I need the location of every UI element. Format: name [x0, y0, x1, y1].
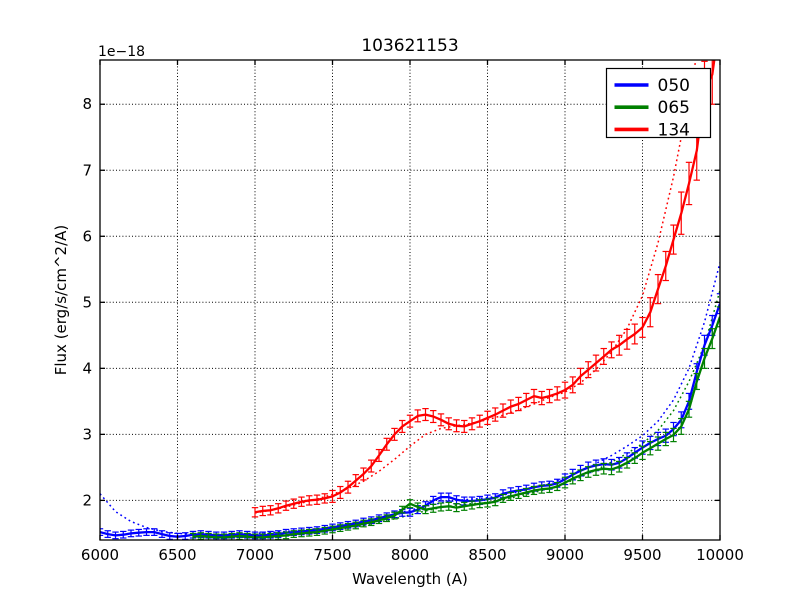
- series-065-model: [192, 290, 720, 539]
- legend-label-065: 065: [658, 98, 690, 118]
- data-series: [100, 60, 720, 540]
- series-134: [251, 60, 716, 518]
- x-tick-label: 7000: [236, 546, 274, 564]
- chart-title: 103621153: [361, 36, 458, 56]
- x-tick-label: 9000: [546, 546, 584, 564]
- x-tick-label: 6000: [81, 546, 119, 564]
- x-tick-label: 6500: [158, 546, 196, 564]
- x-tick-label: 8000: [391, 546, 429, 564]
- x-tick-label: 8500: [468, 546, 506, 564]
- legend-box: [605, 67, 712, 139]
- x-tick-label: 10000: [696, 546, 744, 564]
- y-tick-label: 2: [82, 491, 92, 509]
- series-065: [189, 306, 720, 540]
- series-line-134: [254, 60, 716, 514]
- axes-frame: [99, 59, 721, 541]
- tick-labels: 6000 6500 7000 7500 8000 8500 9000 9500 10000 2 3 4…: [81, 95, 744, 564]
- y-tick-label: 4: [82, 359, 92, 377]
- legend-label-134: 134: [658, 120, 690, 140]
- legend-label-050: 050: [658, 76, 690, 96]
- y-tick-label: 7: [82, 161, 92, 179]
- grid-lines: [99, 60, 721, 540]
- y-axis-offset-label: 1e−18: [98, 44, 145, 60]
- series-line-065-model: [192, 290, 720, 539]
- x-axis-label: Wavelength (A): [352, 570, 468, 588]
- y-tick-label: 5: [82, 293, 92, 311]
- series-line-050: [100, 303, 720, 538]
- y-axis-label: Flux (erg/s/cm^2/A): [52, 225, 70, 376]
- x-tick-label: 9500: [623, 546, 661, 564]
- x-tick-label: 7500: [313, 546, 351, 564]
- y-tick-label: 8: [82, 95, 92, 113]
- series-line-065: [192, 316, 720, 539]
- y-tick-label: 3: [82, 425, 92, 443]
- y-tick-label: 6: [82, 227, 92, 245]
